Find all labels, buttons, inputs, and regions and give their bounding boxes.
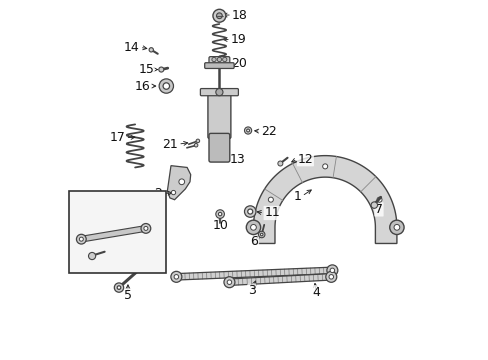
Circle shape <box>149 48 153 52</box>
Circle shape <box>227 280 231 284</box>
Circle shape <box>159 67 163 72</box>
Polygon shape <box>167 166 190 200</box>
Circle shape <box>222 57 226 62</box>
Text: 14: 14 <box>124 41 140 54</box>
Circle shape <box>224 277 234 288</box>
Text: 21: 21 <box>162 138 178 150</box>
Circle shape <box>370 202 377 208</box>
Text: 22: 22 <box>260 125 276 138</box>
Circle shape <box>260 233 263 236</box>
Circle shape <box>79 237 83 241</box>
FancyBboxPatch shape <box>204 63 234 68</box>
Text: 15: 15 <box>138 63 154 76</box>
Circle shape <box>246 129 249 132</box>
Circle shape <box>143 226 147 230</box>
Polygon shape <box>229 274 331 285</box>
Text: 6: 6 <box>250 235 258 248</box>
FancyBboxPatch shape <box>207 89 230 138</box>
Text: 7: 7 <box>374 203 382 216</box>
Text: 8: 8 <box>82 195 90 208</box>
Circle shape <box>217 57 221 62</box>
Circle shape <box>393 225 399 230</box>
Text: 2: 2 <box>154 187 162 200</box>
Circle shape <box>329 268 334 273</box>
Text: 18: 18 <box>231 9 247 22</box>
Text: 19: 19 <box>230 33 246 46</box>
Circle shape <box>322 164 327 169</box>
Circle shape <box>196 139 199 143</box>
Circle shape <box>268 197 273 202</box>
Circle shape <box>258 231 264 238</box>
Text: 9: 9 <box>130 262 138 275</box>
Circle shape <box>194 143 198 147</box>
Circle shape <box>174 275 178 279</box>
Circle shape <box>328 275 333 279</box>
Circle shape <box>325 271 336 282</box>
Text: 17: 17 <box>109 131 125 144</box>
Text: 3: 3 <box>247 284 255 297</box>
Polygon shape <box>253 156 396 243</box>
Text: 20: 20 <box>230 57 246 69</box>
Polygon shape <box>176 267 332 280</box>
Circle shape <box>170 271 182 282</box>
Circle shape <box>218 212 222 216</box>
Circle shape <box>76 234 86 244</box>
Circle shape <box>215 89 223 96</box>
FancyBboxPatch shape <box>208 57 229 64</box>
Text: 10: 10 <box>212 219 227 232</box>
Circle shape <box>277 161 282 166</box>
Polygon shape <box>81 226 146 242</box>
Circle shape <box>114 283 123 292</box>
FancyBboxPatch shape <box>200 89 238 96</box>
Circle shape <box>246 220 260 234</box>
Text: 13: 13 <box>230 153 245 166</box>
Text: 4: 4 <box>312 286 320 299</box>
Circle shape <box>163 83 169 89</box>
Circle shape <box>212 9 225 22</box>
Circle shape <box>179 179 184 185</box>
Circle shape <box>376 197 381 202</box>
Text: 16: 16 <box>135 80 150 93</box>
Circle shape <box>171 190 175 195</box>
Circle shape <box>326 265 337 276</box>
Circle shape <box>216 13 222 19</box>
Circle shape <box>247 209 252 214</box>
Circle shape <box>211 57 216 62</box>
Text: 12: 12 <box>297 153 313 166</box>
Circle shape <box>250 225 256 230</box>
Bar <box>69 191 165 273</box>
Text: 11: 11 <box>264 207 280 220</box>
Circle shape <box>88 252 96 260</box>
Text: 5: 5 <box>123 289 132 302</box>
Circle shape <box>117 286 121 289</box>
Circle shape <box>244 206 255 217</box>
Circle shape <box>141 224 150 233</box>
Circle shape <box>215 210 224 219</box>
Text: 1: 1 <box>293 190 301 203</box>
Circle shape <box>389 220 403 234</box>
Circle shape <box>159 79 173 93</box>
FancyBboxPatch shape <box>208 134 229 162</box>
Circle shape <box>244 127 251 134</box>
